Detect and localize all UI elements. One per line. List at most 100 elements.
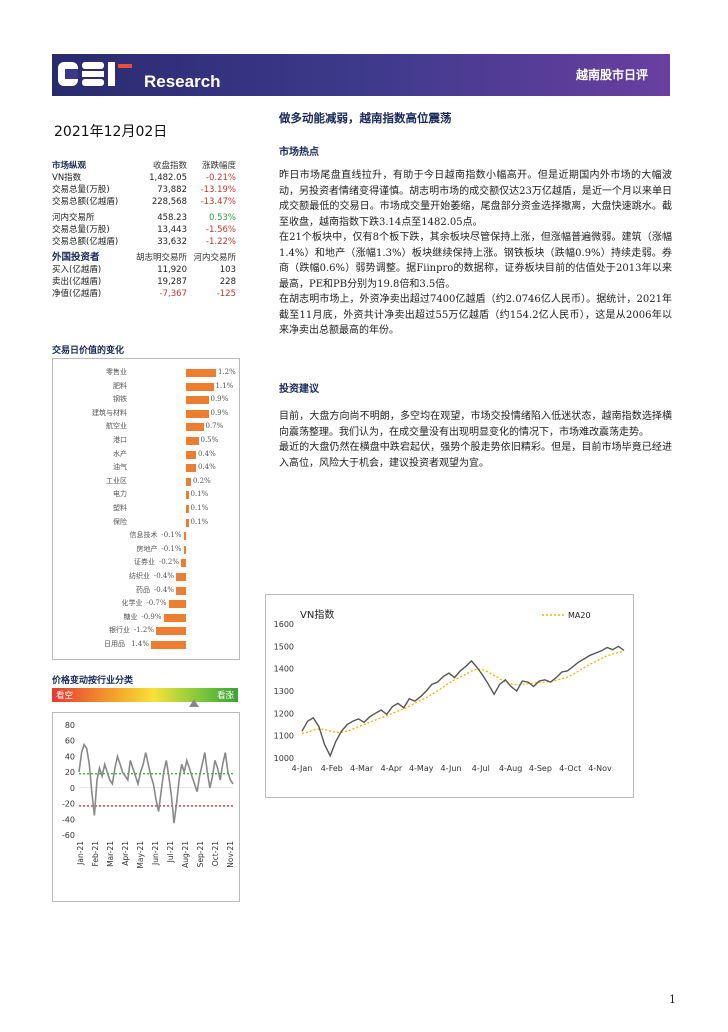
row-change: -13.47% — [200, 197, 236, 207]
x-tick-label: Nov-21 — [226, 841, 235, 868]
x-tick-label: 4-Jun — [441, 764, 462, 773]
market-overview: 市场纵观 收盘指数 涨跌幅度 VN指数 1,482.05 -0.21% 交易总量… — [52, 160, 236, 300]
bar — [186, 437, 199, 445]
row-value: 19,287 — [157, 277, 187, 287]
x-tick-label: Jan-21 — [76, 841, 85, 866]
brand-sub: Research — [144, 72, 221, 91]
table-row: 交易总量(万股) 13,443 -1.56% — [52, 224, 236, 236]
paragraph: 昨日市场尾盘直线拉升，有助于今日越南指数小幅高开。但是近期国内外市场的大幅波动，… — [279, 170, 672, 228]
bar-value-label: 0.1% — [190, 490, 209, 499]
gauge-chart-title: 价格变动按行业分类 — [52, 676, 134, 686]
y-tick-label: 80 — [65, 721, 75, 730]
sector-bar-chart: 零售业 1.2% 肥料 1.1% 钢铁 0.9% 建筑与材料 0.9% 航空业 0.7% 港口 0.5… — [52, 358, 240, 660]
gauge-right-label: 看涨 — [216, 691, 234, 701]
row-label: 交易总量(万股) — [52, 225, 110, 235]
bar-value-label: -0.7% — [146, 599, 167, 608]
bar — [183, 545, 186, 554]
bar — [186, 382, 214, 391]
gauge-left-label: 看空 — [56, 691, 74, 701]
sector-breadth-chart: 80 60 40 20 0 -20 -40 -60 Jan-21 Feb-21 Mar-21 Apr-… — [52, 712, 240, 902]
bar-row: 电力 0.1% — [53, 489, 239, 500]
x-tick-label: Sep-21 — [196, 841, 205, 868]
bar-value-label: 0.9% — [210, 408, 229, 417]
table-row: 交易总量(万股) 73,882 -13.19% — [52, 184, 236, 196]
table-row: VN指数 1,482.05 -0.21% — [52, 172, 236, 184]
bar-value-label: 0.1% — [190, 504, 209, 512]
bar-value-label: -0.4% — [153, 585, 174, 594]
bar-row: 肥料 1.1% — [53, 381, 239, 392]
row-value: 458.23 — [157, 213, 187, 223]
bar-category-label: 油气 — [113, 463, 127, 472]
row-label: 买入(亿越盾) — [52, 265, 102, 275]
bar-row: 航空业 0.7% — [53, 421, 239, 432]
bar — [186, 450, 196, 459]
y-tick-label: 1600 — [274, 620, 294, 629]
bar-row: 日用品 1.4% — [53, 639, 239, 650]
bar-value-label: 0.9% — [210, 395, 229, 404]
bar — [186, 505, 189, 513]
x-tick-label: May-21 — [136, 841, 145, 869]
bar-value-label: -0.9% — [141, 612, 162, 621]
bar-category-label: 日用品 — [104, 640, 125, 648]
row-label: 净值(亿越盾) — [52, 289, 102, 299]
y-tick-label: -20 — [62, 800, 75, 809]
sector-chart-title: 交易日价值的变化 — [52, 346, 125, 356]
bar — [163, 613, 186, 622]
y-tick-label: 1300 — [274, 687, 294, 696]
bar-category-label: 塑料 — [113, 504, 127, 512]
y-tick-label: 1000 — [274, 754, 294, 763]
bar-category-label: 建筑与材料 — [92, 408, 127, 417]
bar — [183, 532, 186, 541]
bar — [176, 573, 186, 581]
bar — [168, 600, 186, 609]
x-tick-label: 4-Mar — [350, 764, 374, 773]
bar-category-label: 工业区 — [106, 476, 127, 485]
x-tick-label: Oct-21 — [211, 841, 220, 866]
ma20-line — [301, 650, 625, 735]
bar-row: 证券业 -0.2% — [53, 557, 239, 568]
bar-category-label: 港口 — [113, 436, 127, 444]
foreign-header: 胡志明交易所 — [135, 253, 187, 263]
advice-title: 投资建议 — [279, 384, 319, 395]
row-label: 交易总量(万股) — [52, 185, 110, 195]
row-value: 228 — [219, 277, 236, 287]
vn-svg: VN指数 MA20 1000 1100 1200 1300 1400 1500 1600 4-Ja… — [274, 608, 625, 773]
x-tick-label: 4-Oct — [559, 764, 581, 773]
row-value: 11,920 — [157, 265, 187, 275]
bar-row: 零售业 1.2% — [53, 367, 239, 378]
bar-value-label: 0.5% — [200, 436, 219, 444]
bar-row: 建筑与材料 0.9% — [53, 408, 239, 419]
bar-value-label: 0.1% — [190, 517, 209, 526]
x-tick-label: 4-Jan — [292, 764, 313, 773]
advice-body: 目前，大盘方向尚不明朗，多空均在观望，市场交投情绪陷入低迷状态，越南指数选择横向… — [279, 409, 672, 471]
row-value: 228,568 — [151, 197, 187, 207]
bar — [186, 369, 216, 377]
bar-category-label: 水产 — [113, 449, 127, 458]
paragraph: 在21个板块中，仅有8个板下跌，其余板块尽管保持上涨，但涨幅普遍微弱。建筑（涨幅… — [279, 232, 672, 290]
csi-logo — [58, 62, 132, 86]
table-row: 卖出(亿越盾) 19,287 228 — [52, 276, 236, 288]
y-tick-label: 1100 — [274, 732, 294, 741]
row-change: -0.21% — [205, 173, 236, 183]
row-value: -7,367 — [159, 289, 187, 299]
x-tick-label: 4-Apr — [381, 764, 403, 773]
y-tick-label: 40 — [65, 752, 75, 761]
bar-row: 保险 0.1% — [53, 517, 239, 528]
article-headline: 做多动能减弱，越南指数高位震荡 — [279, 111, 452, 125]
bar-row: 药品 -0.4% — [53, 585, 239, 596]
table-row: 买入(亿越盾) 11,920 103 — [52, 264, 236, 276]
x-tick-label: Jun-21 — [151, 841, 160, 866]
x-tick-label: Aug-21 — [181, 841, 190, 868]
row-change: -1.22% — [205, 237, 236, 247]
bar-category-label: 钢铁 — [113, 395, 127, 404]
y-tick-label: 60 — [65, 737, 75, 746]
y-tick-label: 20 — [65, 768, 75, 777]
row-value: 73,882 — [157, 185, 187, 195]
row-value: 103 — [219, 265, 236, 275]
bar-category-label: 肥料 — [113, 381, 127, 390]
bar — [186, 464, 196, 473]
bar-row: 信息技术 -0.1% — [53, 530, 239, 541]
series-line — [78, 742, 234, 824]
table-row: 交易总额(亿越盾) 228,568 -13.47% — [52, 196, 236, 208]
bar-category-label: 信息技术 — [129, 531, 158, 540]
